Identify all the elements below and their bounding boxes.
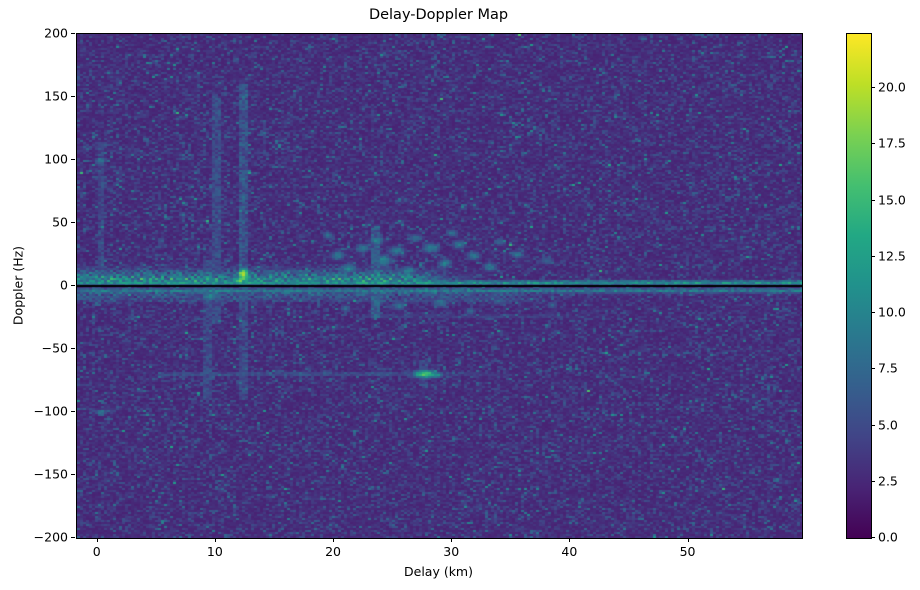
heatmap-canvas bbox=[77, 34, 802, 538]
y-tick-label: 150 bbox=[44, 88, 68, 104]
colorbar-tick-mark bbox=[871, 537, 875, 538]
y-tick-label: −100 bbox=[33, 403, 68, 419]
y-tick-mark bbox=[71, 411, 75, 412]
colorbar-tick-label: 10.0 bbox=[878, 304, 906, 320]
y-tick-label: 100 bbox=[44, 151, 68, 167]
y-tick-label: −50 bbox=[41, 340, 68, 356]
colorbar-tick-mark bbox=[871, 424, 875, 426]
x-tick-mark bbox=[96, 538, 98, 542]
colorbar-tick-mark bbox=[871, 480, 875, 482]
x-tick-mark bbox=[214, 538, 216, 542]
y-axis-label: Doppler (Hz) bbox=[10, 245, 26, 326]
y-tick-mark bbox=[71, 285, 75, 286]
x-tick-mark bbox=[333, 538, 335, 542]
y-tick-label: −200 bbox=[33, 529, 68, 545]
x-tick-mark bbox=[451, 538, 453, 542]
colorbar-tick-mark bbox=[871, 199, 875, 201]
x-tick-label: 40 bbox=[561, 544, 578, 559]
colorbar-gradient bbox=[847, 34, 871, 538]
y-tick-mark bbox=[71, 96, 75, 97]
chart-title: Delay-Doppler Map bbox=[368, 7, 509, 23]
colorbar-tick-mark bbox=[871, 255, 875, 257]
colorbar-tick-label: 12.5 bbox=[878, 248, 906, 264]
colorbar-tick-label: 5.0 bbox=[878, 417, 898, 432]
y-tick-label: −150 bbox=[33, 466, 68, 482]
colorbar-tick-mark bbox=[871, 312, 875, 313]
y-tick-mark bbox=[71, 159, 75, 160]
colorbar-tick-mark bbox=[871, 87, 875, 88]
y-tick-mark bbox=[71, 537, 75, 538]
y-tick-label: 50 bbox=[52, 214, 68, 230]
y-tick-mark bbox=[71, 474, 75, 475]
colorbar-tick-label: 0.0 bbox=[878, 529, 898, 545]
y-tick-label: 0 bbox=[60, 277, 68, 293]
x-tick-label: 0 bbox=[92, 544, 101, 559]
y-tick-label: 200 bbox=[44, 25, 68, 41]
x-axis-label: Delay (km) bbox=[404, 564, 473, 579]
y-tick-mark bbox=[71, 348, 75, 349]
colorbar bbox=[846, 33, 872, 539]
colorbar-tick-mark bbox=[871, 143, 875, 145]
y-tick-mark bbox=[71, 222, 75, 223]
x-tick-label: 10 bbox=[206, 544, 223, 559]
plot-area bbox=[76, 33, 803, 539]
colorbar-tick-label: 15.0 bbox=[878, 192, 906, 207]
x-tick-mark bbox=[687, 538, 689, 542]
colorbar-tick-label: 2.5 bbox=[878, 473, 898, 489]
colorbar-tick-label: 17.5 bbox=[878, 135, 906, 151]
x-tick-mark bbox=[569, 538, 571, 542]
colorbar-tick-label: 20.0 bbox=[878, 79, 906, 95]
x-tick-label: 50 bbox=[679, 544, 696, 559]
x-tick-label: 20 bbox=[325, 544, 341, 559]
colorbar-tick-mark bbox=[871, 368, 875, 370]
y-tick-mark bbox=[71, 33, 75, 34]
x-tick-label: 30 bbox=[443, 544, 460, 559]
colorbar-tick-label: 7.5 bbox=[878, 360, 898, 376]
